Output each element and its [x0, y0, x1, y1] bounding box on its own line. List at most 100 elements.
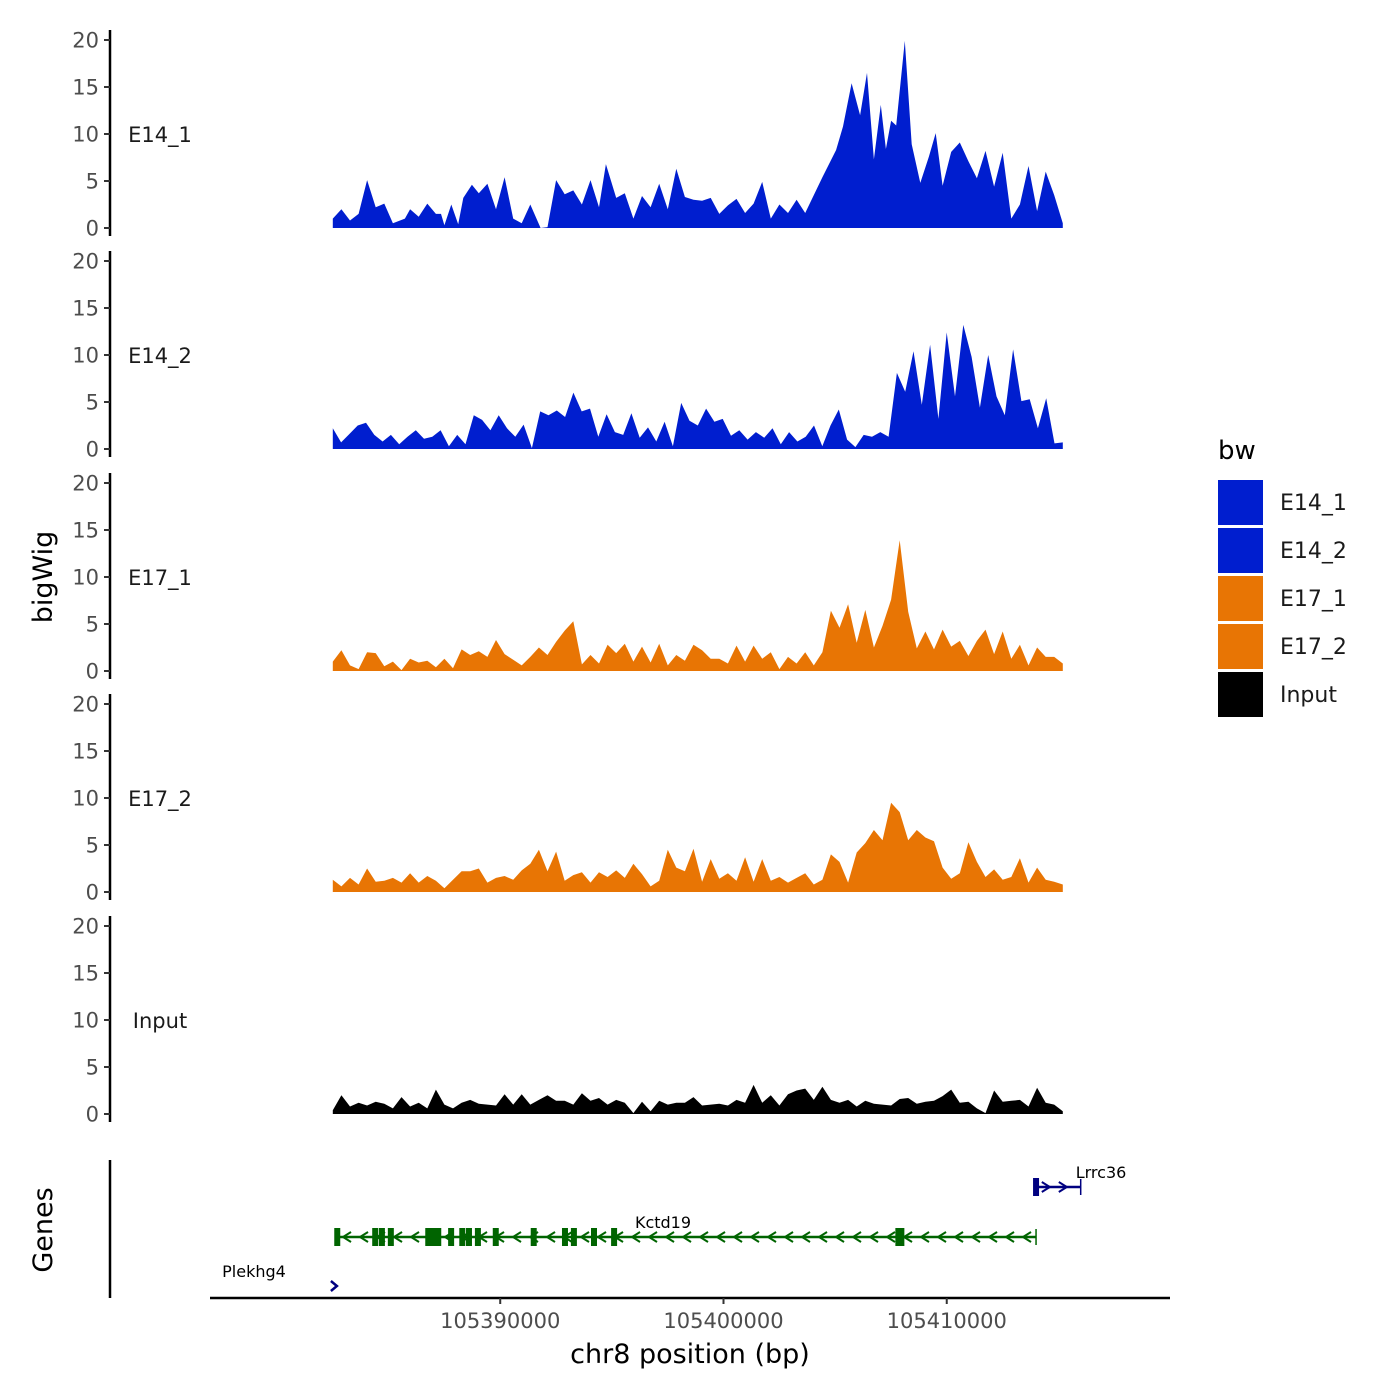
track-Input: 0 5 10 15 20 Input	[72, 915, 1063, 1127]
legend-title: bw	[1218, 436, 1256, 466]
y-tick-label: 20	[72, 472, 99, 496]
y-tick-label: 20	[72, 250, 99, 274]
y-tick-label: 10	[72, 566, 99, 590]
strand-chevron	[1058, 1181, 1069, 1193]
legend-item-E17_1: E17_1	[1218, 576, 1347, 621]
strand-chevron	[970, 1231, 981, 1243]
y-tick-label: 10	[72, 123, 99, 147]
legend-label: E14_2	[1280, 539, 1347, 564]
legend-swatch	[1218, 672, 1263, 717]
track-E17_2: 0 5 10 15 20 E17_2	[72, 693, 1063, 905]
gene-name: Kctd19	[635, 1213, 691, 1232]
x-axis: 105390000 105400000 105410000	[210, 1296, 1170, 1333]
track-label: Input	[133, 1009, 187, 1033]
exon	[387, 1228, 394, 1246]
exon	[425, 1228, 442, 1246]
coverage-area-E14_1	[332, 40, 1063, 229]
legend-label: Input	[1280, 683, 1337, 708]
strand-chevron	[885, 1231, 896, 1243]
track-label: E17_1	[128, 566, 192, 591]
y-tick-label: 0	[86, 438, 99, 462]
legend-swatch	[1218, 576, 1263, 621]
exon	[570, 1228, 577, 1246]
y-tick-label: 0	[86, 217, 99, 241]
legend-label: E17_1	[1280, 587, 1347, 612]
exon	[448, 1228, 455, 1246]
strand-chevron	[330, 1280, 339, 1292]
y-tick-label: 0	[86, 881, 99, 905]
strand-chevron	[392, 1231, 403, 1243]
legend-item-Input: Input	[1218, 672, 1337, 717]
x-tick-label: 105410000	[887, 1309, 1007, 1333]
strand-chevron	[868, 1231, 879, 1243]
strand-chevron	[630, 1231, 641, 1243]
coverage-area-E17_1	[332, 540, 1063, 671]
strand-chevron	[766, 1231, 777, 1243]
exon	[465, 1228, 472, 1246]
exon	[530, 1228, 537, 1246]
y-tick-label: 15	[72, 740, 99, 764]
strand-chevron	[596, 1231, 607, 1243]
strand-chevron	[358, 1231, 369, 1243]
strand-chevron	[851, 1231, 862, 1243]
track-label: E17_2	[128, 787, 192, 812]
y-tick-label: 10	[72, 344, 99, 368]
strand-chevron	[732, 1231, 743, 1243]
strand-chevron	[681, 1231, 692, 1243]
exon	[459, 1228, 466, 1246]
gene-Kctd19: Kctd19	[334, 1213, 1037, 1246]
y-tick-label: 15	[72, 76, 99, 100]
x-axis-title: chr8 position (bp)	[570, 1339, 810, 1370]
legend-item-E14_1: E14_1	[1218, 480, 1347, 525]
strand-chevron	[953, 1231, 964, 1243]
y-tick-label: 15	[72, 962, 99, 986]
y-tick-label: 10	[72, 1009, 99, 1033]
y-tick-label: 15	[72, 519, 99, 543]
strand-chevron	[341, 1231, 352, 1243]
legend-swatch	[1218, 480, 1263, 525]
strand-chevron	[987, 1231, 998, 1243]
strand-chevron	[1021, 1231, 1032, 1243]
x-tick-label: 105390000	[440, 1309, 560, 1333]
exon	[334, 1228, 341, 1246]
strand-chevron	[664, 1231, 675, 1243]
y-tick-label: 10	[72, 787, 99, 811]
exon	[561, 1228, 568, 1246]
track-label: E14_2	[128, 344, 192, 369]
track-label: E14_1	[128, 123, 192, 148]
genes-track-title: Genes	[28, 1187, 59, 1272]
strand-chevron	[1041, 1181, 1052, 1193]
legend-label: E17_2	[1280, 635, 1347, 660]
legend-item-E14_2: E14_2	[1218, 528, 1347, 573]
x-tick-label: 105400000	[663, 1309, 783, 1333]
track-E14_1: 0 5 10 15 20 E14_1	[72, 29, 1063, 241]
y-tick-label: 5	[86, 1056, 99, 1080]
y-tick-label: 5	[86, 613, 99, 637]
coverage-area-Input	[332, 1084, 1063, 1114]
gene-Plekhg4: Plekhg4	[222, 1262, 339, 1292]
track-E14_2: 0 5 10 15 20 E14_2	[72, 250, 1063, 462]
strand-chevron	[1004, 1231, 1015, 1243]
y-tick-label: 20	[72, 693, 99, 717]
y-tick-label: 0	[86, 1103, 99, 1127]
track-E17_1: 0 5 10 15 20 E17_1	[72, 472, 1063, 684]
coverage-area-E17_2	[332, 802, 1063, 892]
legend-label: E14_1	[1280, 491, 1347, 516]
exon	[492, 1228, 499, 1246]
legend-swatch	[1218, 624, 1263, 669]
strand-chevron	[698, 1231, 709, 1243]
y-axis-title: bigWig	[28, 531, 59, 624]
y-tick-label: 5	[86, 391, 99, 415]
strand-chevron	[749, 1231, 760, 1243]
y-tick-label: 5	[86, 170, 99, 194]
exon	[378, 1228, 385, 1246]
strand-chevron	[800, 1231, 811, 1243]
y-tick-label: 0	[86, 660, 99, 684]
strand-chevron	[936, 1231, 947, 1243]
y-tick-label: 15	[72, 297, 99, 321]
coverage-tracks: 05101520E14_105101520E14_205101520E17_10…	[72, 29, 1063, 1127]
strand-chevron	[647, 1231, 658, 1243]
coverage-area-E14_2	[332, 324, 1063, 449]
strand-chevron	[817, 1231, 828, 1243]
